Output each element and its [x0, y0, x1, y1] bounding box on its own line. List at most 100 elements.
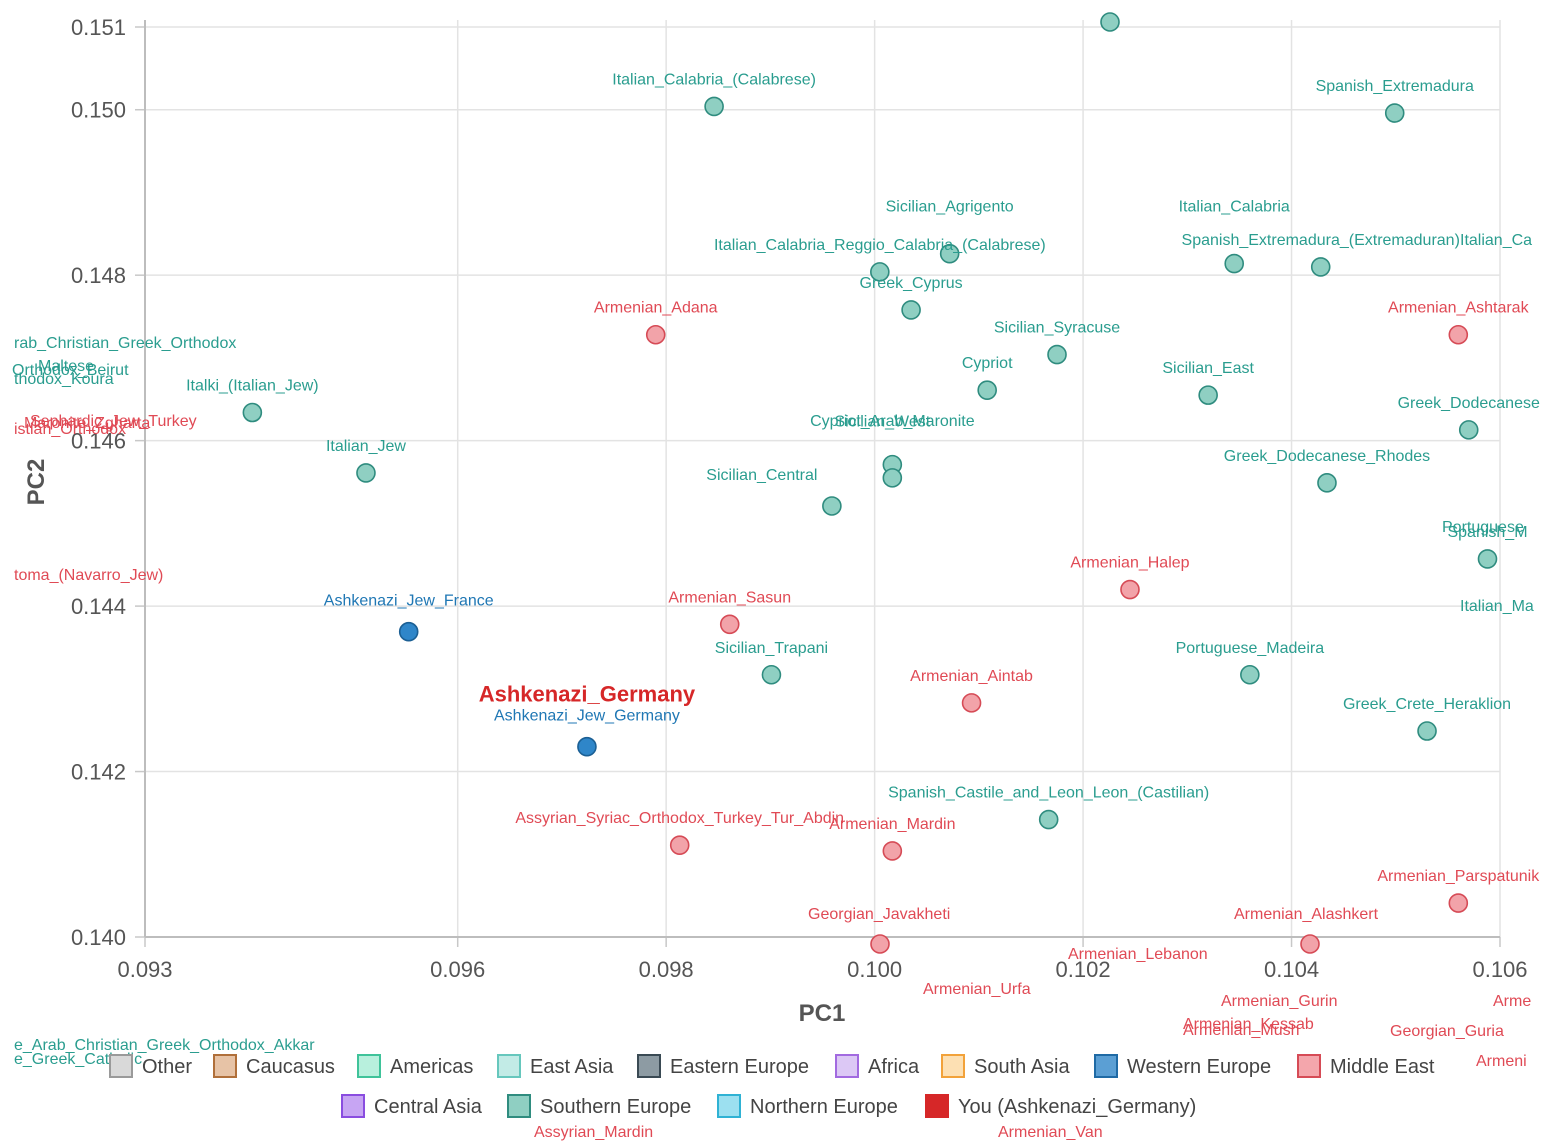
- offscreen-point-label: Arme: [1493, 993, 1531, 1010]
- offscreen-point-label: thodox_Koura: [14, 371, 114, 388]
- legend-label: East Asia: [530, 1056, 614, 1078]
- data-point-label: Spanish_Extremadura: [1316, 78, 1474, 95]
- legend-swatch: [717, 1094, 741, 1118]
- legend-swatch: [941, 1054, 965, 1078]
- data-point-label: Italian_Jew: [326, 438, 406, 455]
- data-point-label: Sicilian_West: [834, 414, 930, 431]
- data-point-label: Sicilian_Trapani: [715, 640, 828, 657]
- data-point: [1458, 420, 1479, 440]
- x-axis-title: PC1: [799, 1000, 846, 1027]
- data-point-label: Spanish_Castile_and_Leon_Leon_(Castilian…: [888, 785, 1209, 802]
- legend-swatch: [497, 1054, 521, 1078]
- offscreen-point-label: Italian_Ca: [1460, 232, 1532, 249]
- data-point: [1047, 344, 1067, 365]
- data-point-label: Armenian_Mardin: [829, 816, 955, 833]
- y-axis-title: PC2: [23, 459, 50, 506]
- legend-swatch: [925, 1094, 949, 1118]
- data-point: [645, 324, 666, 345]
- x-tick-label: 0.093: [117, 957, 172, 982]
- axes: [135, 20, 1501, 947]
- offscreen-point-label: istian_Orthodox: [14, 421, 126, 438]
- legend-swatch: [1094, 1054, 1118, 1078]
- data-point-label: Greek_Dodecanese_Rhodes: [1224, 448, 1430, 465]
- data-point-label: Armenian_Halep: [1070, 555, 1189, 572]
- data-point-label: Cypriot_Arab_Maronite: [810, 413, 975, 430]
- offscreen-point-label: Maronite_Zgharta: [24, 415, 150, 432]
- data-point: [669, 835, 690, 855]
- data-point-label: Armenian_Ashtarak: [1388, 300, 1530, 317]
- offscreen-point-label: Armenian_Mush: [1183, 1022, 1300, 1039]
- legend: Other Caucasus Americas East Asia Eastern Eu…: [109, 1054, 1435, 1118]
- data-point-label: Sicilian_Central: [706, 467, 817, 484]
- legend-label: Americas: [390, 1056, 473, 1078]
- legend-swatch: [213, 1054, 237, 1078]
- y-tick-label: 0.142: [71, 760, 126, 785]
- y-tick-label: 0.151: [71, 15, 126, 40]
- data-point: [398, 621, 419, 642]
- legend-swatch: [835, 1054, 859, 1078]
- offscreen-point-labels: Italian_Ca rab_Christian_Greek_Orthodox Ma…: [12, 232, 1534, 1141]
- offscreen-point-label: Georgian_Guria: [1390, 1023, 1504, 1040]
- data-point: [939, 243, 960, 264]
- offscreen-point-label: Armeni: [1476, 1053, 1527, 1070]
- x-tick-labels: 0.093 0.096 0.098 0.100 0.102 0.104 0.106: [117, 957, 1527, 982]
- data-point: [822, 496, 842, 516]
- data-point: [1417, 721, 1437, 741]
- grid-lines: [144, 20, 1501, 938]
- highlight-label: Ashkenazi_Germany: [479, 682, 696, 707]
- x-tick-label: 0.104: [1264, 957, 1319, 982]
- data-point: [242, 402, 263, 423]
- data-point-partial: [1100, 12, 1120, 32]
- data-point-label: Greek_Cyprus: [860, 275, 963, 292]
- data-point-label: Portuguese_Madeira: [1176, 640, 1325, 657]
- offscreen-point-label: Maltese: [38, 358, 94, 375]
- data-point: [1384, 103, 1405, 123]
- offscreen-point-label: Orthodox_Beirut: [12, 362, 129, 379]
- x-tick-label: 0.098: [639, 957, 694, 982]
- data-point: [761, 664, 782, 685]
- data-point-label: Spanish_Extremadura_(Extremaduran): [1182, 232, 1460, 249]
- data-point-label: Armenian_Parspatunik: [1377, 868, 1540, 885]
- x-tick-label: 0.096: [430, 957, 485, 982]
- data-point: [704, 96, 724, 117]
- data-point-label: Armenian_Aintab: [910, 668, 1033, 685]
- legend-label: Middle East: [1330, 1056, 1435, 1078]
- offscreen-point-label: Armenian_Gurin: [1221, 993, 1338, 1010]
- legend-swatch: [637, 1054, 661, 1078]
- y-tick-label: 0.140: [71, 925, 126, 950]
- offscreen-point-label: rab_Christian_Greek_Orthodox: [14, 335, 236, 352]
- data-point-label: Armenian_Sasun: [668, 589, 791, 606]
- data-point: [577, 736, 597, 757]
- data-point-label: Ashkenazi_Jew_Germany: [494, 708, 680, 725]
- data-point-label: Sicilian_East: [1162, 360, 1254, 377]
- data-point: [870, 262, 890, 282]
- data-point: [719, 614, 740, 635]
- data-point-label: Spanish_M: [1447, 524, 1527, 541]
- offscreen-point-label: toma_(Navarro_Jew): [14, 567, 163, 584]
- data-point-label: Italian_Calabria_Reggio_Calabria_(Calabr…: [714, 237, 1046, 254]
- legend-swatch: [507, 1094, 531, 1118]
- data-point: [1448, 324, 1469, 345]
- data-point: [356, 463, 376, 483]
- data-point-label: Greek_Dodecanese: [1398, 395, 1540, 412]
- data-points: Italian_Calabria_(Calabrese) Spanish_Extr…: [186, 12, 1540, 954]
- offscreen-point-label: Armenian_Alashkert: [1234, 906, 1379, 923]
- y-tick-label: 0.148: [71, 263, 126, 288]
- data-point: [1224, 253, 1245, 274]
- data-point: [1240, 664, 1260, 685]
- legend-label: Caucasus: [246, 1056, 335, 1078]
- data-point-label: Italian_Calabria_(Calabrese): [612, 71, 816, 88]
- data-point: [1120, 579, 1140, 600]
- data-point-label: Sicilian_Syracuse: [994, 320, 1120, 337]
- legend-swatch: [357, 1054, 381, 1078]
- data-point-label: Cypriot: [962, 355, 1013, 372]
- legend-label: Other: [142, 1056, 192, 1078]
- data-point: [1310, 257, 1331, 277]
- data-point-label: Italian_Calabria: [1179, 199, 1290, 216]
- data-point: [1448, 893, 1469, 913]
- y-tick-label: 0.146: [71, 429, 126, 454]
- offscreen-point-label: Georgian_Javakheti: [808, 906, 950, 923]
- y-tick-label: 0.150: [71, 98, 126, 123]
- legend-label: South Asia: [974, 1056, 1071, 1078]
- x-tick-label: 0.106: [1472, 957, 1527, 982]
